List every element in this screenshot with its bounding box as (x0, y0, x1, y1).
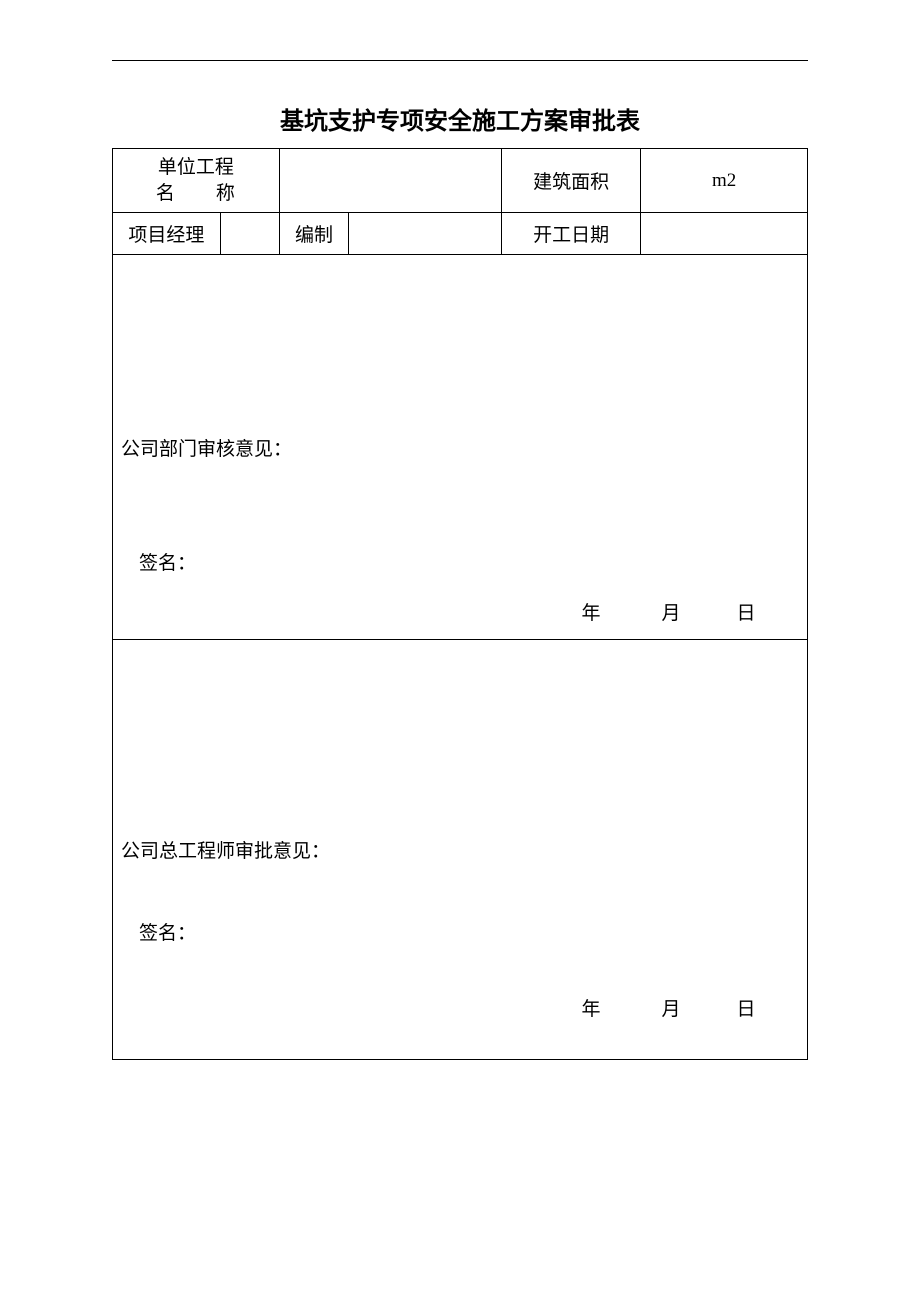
project-manager-label: 项目经理 (113, 213, 221, 255)
date-month-label: 月 (631, 994, 711, 1021)
department-date-line: 年 月 日 (551, 598, 791, 625)
start-date-label: 开工日期 (502, 213, 641, 255)
chief-engineer-sign-label: 签名： (139, 918, 196, 945)
page-container: 基坑支护专项安全施工方案审批表 单位工程 名 称 建筑面积 m2 项目经理 编制… (0, 0, 920, 1060)
compiler-value[interactable] (349, 213, 502, 255)
start-date-value[interactable] (641, 213, 808, 255)
table-row: 公司部门审核意见： 签名： 年 月 日 (113, 255, 808, 640)
unit-project-name-label: 单位工程 名 称 (113, 149, 280, 213)
building-area-label: 建筑面积 (502, 149, 641, 213)
approval-form-table: 单位工程 名 称 建筑面积 m2 项目经理 编制 开工日期 公司部门审核意见： … (112, 148, 808, 1060)
chief-engineer-date-line: 年 月 日 (551, 994, 791, 1021)
table-row: 单位工程 名 称 建筑面积 m2 (113, 149, 808, 213)
unit-project-name-value[interactable] (279, 149, 501, 213)
document-title: 基坑支护专项安全施工方案审批表 (112, 101, 808, 136)
chief-engineer-approval-label: 公司总工程师审批意见： (121, 836, 799, 863)
header-rule (112, 60, 808, 61)
date-month-label: 月 (631, 598, 711, 625)
department-review-label: 公司部门审核意见： (121, 434, 799, 461)
label-line2: 名 称 (121, 181, 271, 207)
date-day-label: 日 (711, 994, 791, 1021)
department-sign-label: 签名： (139, 548, 196, 575)
project-manager-value[interactable] (220, 213, 279, 255)
label-line1: 单位工程 (121, 155, 271, 181)
date-year-label: 年 (551, 994, 631, 1021)
building-area-value[interactable]: m2 (641, 149, 808, 213)
date-day-label: 日 (711, 598, 791, 625)
compiler-label: 编制 (279, 213, 349, 255)
date-year-label: 年 (551, 598, 631, 625)
department-review-cell[interactable]: 公司部门审核意见： 签名： 年 月 日 (113, 255, 808, 640)
table-row: 公司总工程师审批意见： 签名： 年 月 日 (113, 640, 808, 1060)
chief-engineer-approval-cell[interactable]: 公司总工程师审批意见： 签名： 年 月 日 (113, 640, 808, 1060)
table-row: 项目经理 编制 开工日期 (113, 213, 808, 255)
